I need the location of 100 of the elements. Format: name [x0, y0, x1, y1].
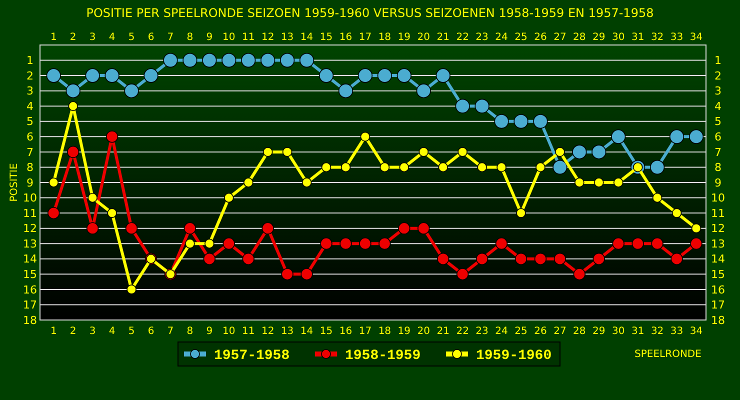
point	[455, 98, 470, 114]
point	[416, 84, 431, 98]
y2-tick-label: 4	[714, 100, 722, 113]
point	[612, 238, 624, 250]
y-tick-label: 1	[26, 54, 34, 68]
legend-label: 1957-1958	[214, 348, 290, 364]
point	[340, 162, 351, 172]
point	[418, 222, 430, 234]
x2-tick-label: 23	[476, 326, 488, 337]
x-tick-label: 2	[70, 32, 76, 43]
point	[534, 252, 547, 265]
x-tick-label: 8	[186, 32, 194, 43]
point	[282, 147, 292, 157]
point	[241, 52, 256, 68]
x2-tick-label: 22	[456, 326, 469, 337]
point	[262, 222, 274, 234]
x-tick-label: 18	[378, 32, 392, 43]
x2-tick-label: 1	[50, 326, 57, 337]
point	[554, 252, 566, 265]
point	[438, 162, 448, 172]
x2-tick-label: 32	[650, 326, 664, 337]
y2-tick-label: 7	[714, 146, 722, 159]
x2-tick-label: 5	[128, 326, 135, 337]
y2-tick-label: 6	[714, 130, 722, 144]
x2-tick-label: 13	[280, 326, 294, 337]
point	[398, 222, 410, 234]
point	[672, 208, 682, 218]
y2-tick-label: 10	[711, 192, 725, 205]
point	[456, 268, 469, 280]
x2-tick-label: 20	[417, 326, 430, 337]
legend-label: 1958-1959	[345, 348, 421, 364]
x-tick-label: 10	[222, 32, 236, 43]
x2-tick-label: 31	[631, 326, 644, 337]
point	[592, 252, 605, 265]
x2-tick-label: 4	[108, 326, 116, 337]
point	[318, 68, 334, 83]
point	[358, 68, 373, 83]
point	[651, 238, 664, 250]
x-tick-label: 25	[514, 32, 528, 43]
x-tick-label: 29	[592, 32, 606, 43]
y-tick-label: 15	[23, 268, 37, 282]
point	[125, 222, 138, 234]
point	[243, 178, 254, 188]
x-tick-label: 3	[89, 32, 96, 43]
x2-tick-label: 9	[206, 326, 213, 337]
point	[552, 160, 568, 175]
point	[474, 98, 490, 114]
x-tick-label: 31	[631, 32, 644, 43]
y2-tick-label: 8	[714, 161, 722, 174]
x2-tick-label: 3	[89, 326, 96, 337]
y-tick-label: 12	[23, 222, 37, 236]
point	[302, 178, 312, 188]
x-tick-label: 21	[436, 32, 450, 43]
point	[66, 84, 80, 98]
x2-tick-label: 10	[222, 326, 236, 337]
point	[299, 52, 314, 68]
point	[514, 114, 528, 129]
point	[222, 52, 236, 68]
point	[144, 68, 158, 83]
x-tick-label: 13	[280, 32, 294, 43]
point	[688, 129, 704, 144]
x2-tick-label: 29	[592, 326, 606, 337]
y-tick-label: 6	[26, 130, 34, 144]
x2-tick-label: 16	[339, 326, 352, 337]
point	[496, 162, 506, 172]
y2-tick-label: 11	[711, 206, 725, 220]
point	[107, 208, 117, 218]
point	[280, 52, 295, 68]
x2-tick-label: 27	[554, 326, 566, 337]
x-tick-label: 27	[554, 32, 566, 43]
point	[88, 192, 98, 203]
x2-tick-label: 7	[167, 326, 174, 337]
point	[476, 252, 488, 265]
legend-label: 1959-1960	[476, 348, 552, 364]
y-tick-label: 5	[26, 115, 34, 128]
point	[203, 252, 216, 265]
point	[67, 146, 80, 158]
x-tick-label: 4	[108, 32, 116, 43]
point	[418, 147, 429, 157]
x-tick-label: 19	[398, 32, 411, 43]
point	[320, 238, 332, 250]
x-tick-label: 26	[534, 32, 547, 43]
point	[669, 129, 684, 144]
x-tick-label: 22	[456, 32, 469, 43]
point	[68, 101, 78, 112]
point	[224, 192, 234, 203]
y2-tick-label: 15	[711, 268, 725, 282]
y2-tick-label: 13	[711, 237, 725, 250]
x2-tick-label: 25	[514, 326, 528, 337]
y-tick-label: 8	[26, 161, 34, 174]
point	[340, 238, 352, 250]
point	[396, 68, 412, 83]
x2-tick-label: 11	[242, 326, 255, 337]
point	[594, 178, 604, 188]
point	[281, 268, 294, 280]
y2-tick-label: 2	[714, 69, 722, 82]
x2-tick-label: 34	[690, 326, 703, 337]
x-tick-label: 5	[128, 32, 135, 43]
point	[573, 268, 586, 280]
y2-tick-label: 9	[714, 176, 722, 190]
